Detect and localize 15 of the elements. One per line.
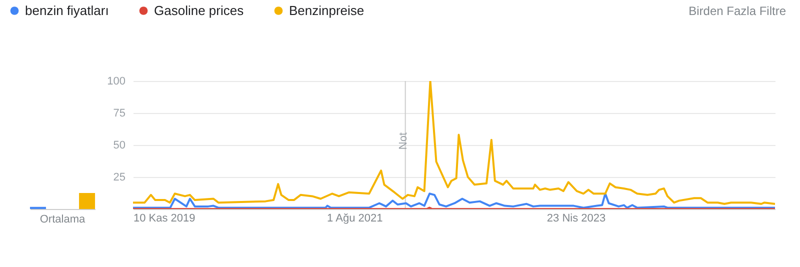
line-series bbox=[132, 80, 774, 204]
x-tick-label: Ortalama bbox=[39, 213, 86, 225]
legend-label: benzin fiyatları bbox=[24, 2, 108, 18]
y-tick-label: 75 bbox=[112, 107, 125, 119]
y-tick-label: 50 bbox=[112, 139, 125, 151]
legend-label: Gasoline prices bbox=[154, 2, 244, 18]
x-tick-label: 23 Nis 2023 bbox=[546, 212, 606, 224]
text: Birden Fazla Filtre bbox=[688, 4, 786, 18]
x-tick-label: 10 Kas 2019 bbox=[133, 212, 195, 224]
legend-label: Benzinpreise bbox=[288, 2, 364, 18]
y-tick-label: 25 bbox=[112, 171, 125, 183]
ref-line-label: Not bbox=[396, 132, 409, 150]
x-tick-label: 1 Ağu 2021 bbox=[326, 212, 382, 224]
y-tick-label: 100 bbox=[106, 75, 125, 87]
line-series bbox=[132, 192, 774, 208]
